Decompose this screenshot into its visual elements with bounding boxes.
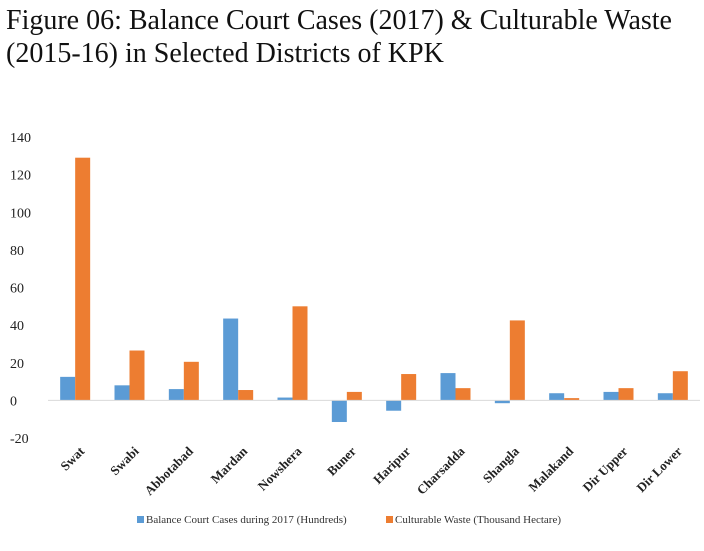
bar-court-cases [60,376,76,401]
bar-court-cases [277,397,293,401]
x-tick-label: Dir Lower [633,443,685,495]
bar-court-cases [386,400,402,411]
bar-court-cases [494,400,510,404]
x-tick-label: Nowshera [255,443,305,493]
bar-court-cases [331,400,347,423]
bar-culturable-waste [129,350,145,401]
x-tick-label: Buner [324,443,359,478]
bar-culturable-waste [509,320,525,401]
legend-swatch [137,516,144,523]
bar-culturable-waste [346,391,362,401]
legend-swatch [386,516,393,523]
x-tick-label: Charsadda [414,443,468,497]
x-tick-label: Dir Upper [580,443,631,494]
x-tick-label: Swabi [107,443,142,478]
y-tick-label: 80 [10,244,24,259]
chart-title: Figure 06: Balance Court Cases (2017) & … [6,5,672,69]
y-tick-label: 140 [10,131,31,146]
y-tick-label: 0 [10,394,17,409]
bar-culturable-waste [183,361,199,401]
bars [60,157,688,423]
bar-court-cases [657,393,673,401]
x-tick-label: Shangla [480,443,523,486]
bar-culturable-waste [564,398,580,401]
bar-court-cases [168,389,184,401]
bar-culturable-waste [292,306,308,401]
bar-culturable-waste [672,371,688,401]
legend: Balance Court Cases during 2017 (Hundred… [137,514,561,526]
y-tick-label: 40 [10,319,24,334]
bar-court-cases [603,391,619,401]
bar-court-cases [440,373,456,401]
y-tick-label: 60 [10,282,24,297]
bar-culturable-waste [238,390,254,401]
x-tick-label: Abbotabad [141,443,196,498]
x-tick-label: Malakand [525,443,577,495]
x-tick-label: Haripur [370,443,413,486]
y-tick-label: 100 [10,206,31,221]
legend-label: Balance Court Cases during 2017 (Hundred… [146,514,347,526]
bar-court-cases [223,318,239,401]
x-tick-label: Swat [57,443,87,473]
bar-court-cases [549,393,565,401]
x-tick-label: Mardan [208,443,251,486]
x-axis: Swat Swabi Abbotabad Mardan Nowshera Buner Har… [57,443,685,498]
bar-culturable-waste [618,388,634,401]
bar-culturable-waste [401,374,417,401]
y-tick-label: -20 [10,432,29,447]
bar-court-cases [114,385,130,401]
y-axis: -20 0 20 40 60 80 100 120 140 [10,131,31,447]
bar-culturable-waste [455,388,471,401]
legend-label: Culturable Waste (Thousand Hectare) [395,514,561,526]
bar-culturable-waste [75,157,91,401]
y-tick-label: 120 [10,169,31,184]
y-tick-label: 20 [10,357,24,372]
